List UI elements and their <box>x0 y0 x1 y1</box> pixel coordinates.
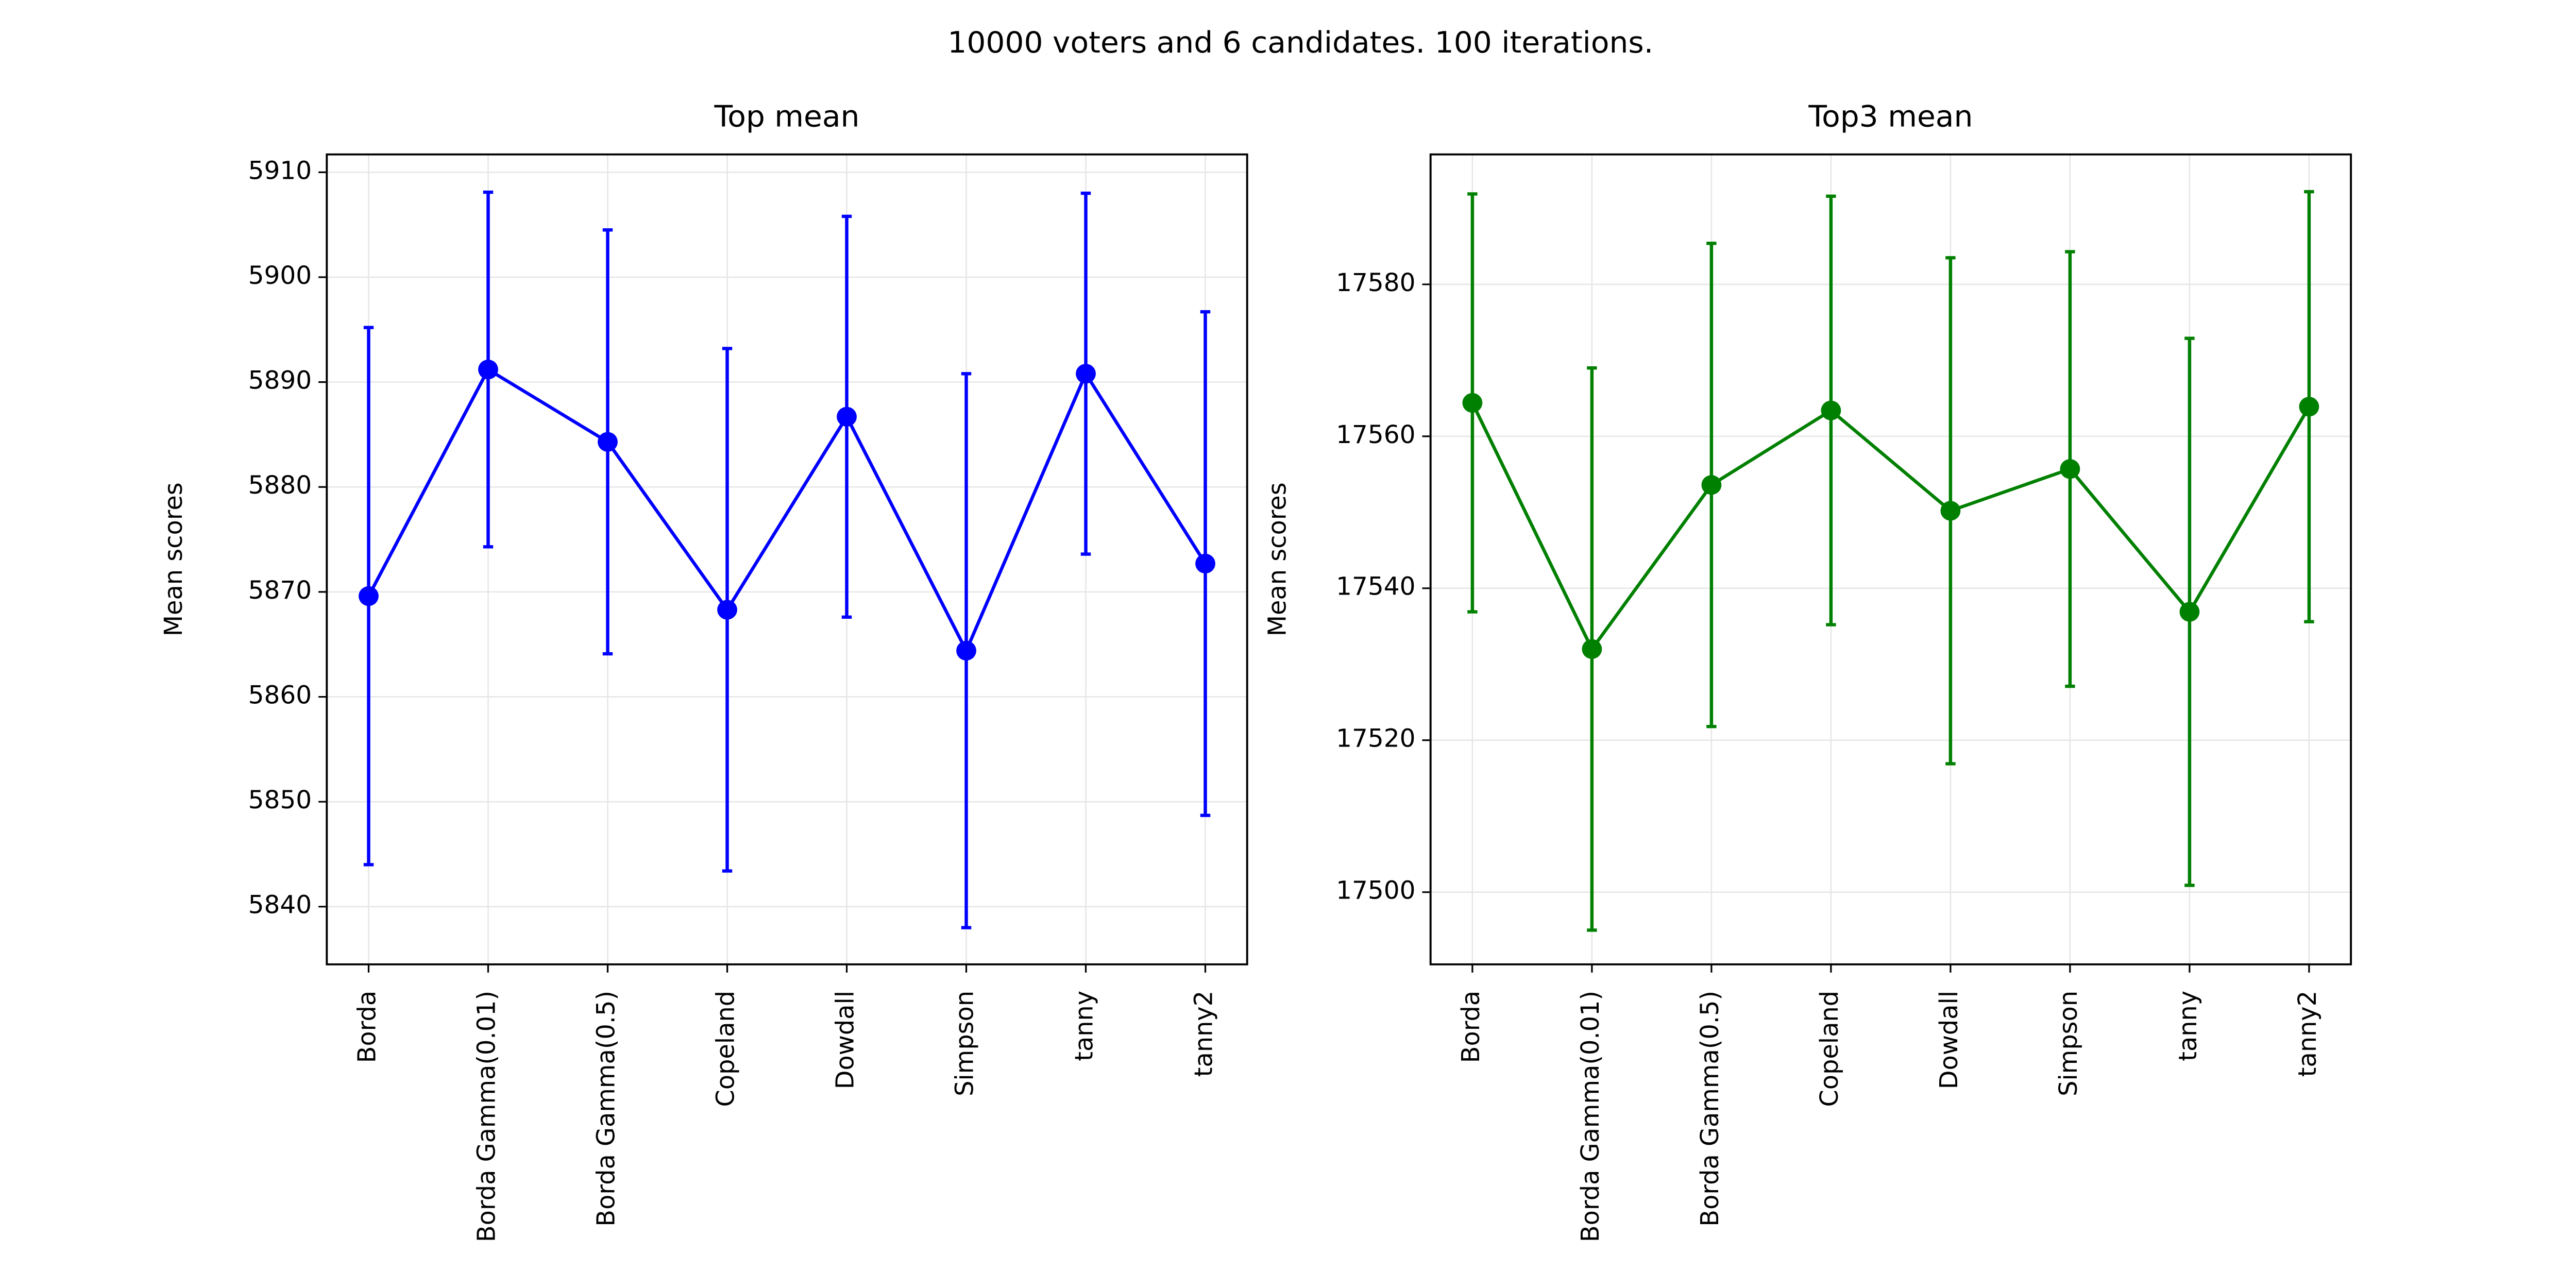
x-tick-label: Borda Gamma(0.01) <box>472 991 501 1242</box>
y-tick-label: 5870 <box>248 576 312 605</box>
x-tick-label: Borda Gamma(0.01) <box>1576 991 1605 1242</box>
point <box>1582 639 1602 659</box>
y-tick-label: 5880 <box>248 471 312 500</box>
series-line <box>367 367 1207 655</box>
x-tick-label: tanny <box>2174 991 2202 1061</box>
point <box>1076 364 1096 384</box>
y-tick-label: 17540 <box>1336 572 1415 601</box>
y-tick-label: 17560 <box>1336 420 1415 449</box>
x-tick-label: Borda <box>1456 991 1485 1063</box>
axes-frame <box>1429 153 2352 965</box>
x-tick-label: tanny2 <box>1189 991 1218 1077</box>
x-tick-label: Copeland <box>1815 991 1844 1107</box>
point <box>1195 553 1215 574</box>
x-tick-label: Simpson <box>950 991 979 1096</box>
point <box>359 586 379 606</box>
x-tick-label: Copeland <box>711 991 740 1107</box>
x-tick-label: Simpson <box>2054 991 2083 1096</box>
point <box>837 406 857 427</box>
point <box>1940 501 1961 521</box>
point <box>2060 459 2080 479</box>
x-tick-label: Borda Gamma(0.5) <box>591 991 620 1227</box>
x-tick-label: Borda <box>352 991 381 1063</box>
x-tick-label: tanny <box>1070 991 1098 1061</box>
x-tick-label: Borda Gamma(0.5) <box>1696 991 1724 1227</box>
point <box>478 360 498 380</box>
point <box>598 432 618 452</box>
subplot-title: Top3 mean <box>1808 99 1973 134</box>
point <box>717 600 737 620</box>
axes-frame <box>326 153 1248 965</box>
figure-title: 10000 voters and 6 candidates. 100 itera… <box>947 25 1653 60</box>
point <box>1821 400 1841 420</box>
y-tick-label: 17580 <box>1336 268 1415 297</box>
y-tick-label: 5900 <box>248 261 312 290</box>
series-line <box>1470 402 2311 653</box>
x-tick-label: Dowdall <box>1935 991 1963 1089</box>
y-tick-label: 5910 <box>248 157 312 185</box>
y-tick-label: 17500 <box>1336 876 1415 905</box>
y-tick-label: 5840 <box>248 891 312 920</box>
y-axis-label: Mean scores <box>1263 482 1292 636</box>
x-tick-label: tanny2 <box>2293 991 2322 1077</box>
y-axis-label: Mean scores <box>159 482 188 636</box>
y-tick-label: 17520 <box>1336 724 1415 753</box>
point <box>1701 475 1722 495</box>
point <box>2179 602 2200 622</box>
y-tick-label: 5890 <box>248 366 312 395</box>
subplot-title: Top mean <box>714 99 860 134</box>
y-tick-label: 5860 <box>248 681 312 710</box>
point <box>2299 397 2319 417</box>
point <box>1462 393 1483 413</box>
point <box>956 640 976 661</box>
x-tick-label: Dowdall <box>831 991 859 1089</box>
y-tick-label: 5850 <box>248 786 312 815</box>
